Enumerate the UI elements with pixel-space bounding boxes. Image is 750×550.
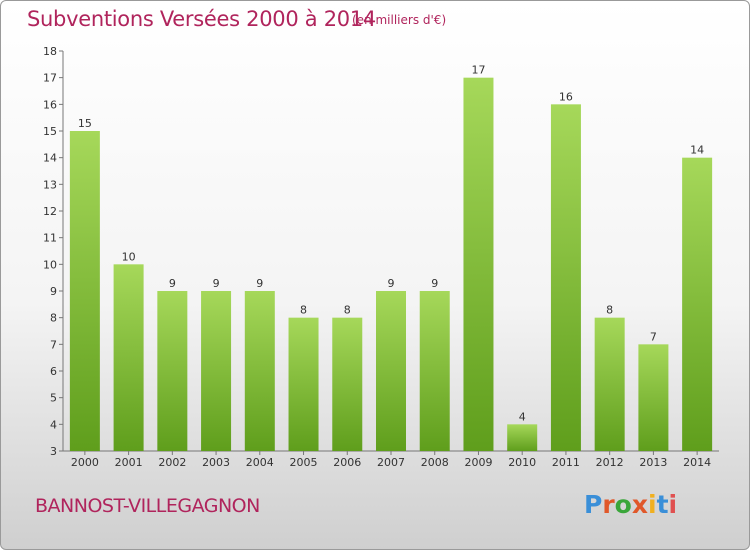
bar-value-label: 7 (650, 330, 657, 343)
bar-value-label: 8 (606, 304, 613, 317)
bar (201, 291, 232, 451)
logo-letter: t (656, 490, 669, 519)
bar (332, 317, 363, 451)
x-tick-label: 2003 (202, 456, 230, 469)
x-tick-label: 2008 (421, 456, 449, 469)
proxiti-logo: Proxiti (584, 490, 677, 519)
bar-value-label: 15 (78, 117, 92, 130)
logo-letter: i (668, 490, 678, 519)
logo-letter: r (602, 490, 615, 519)
x-tick-label: 2012 (596, 456, 624, 469)
bar-value-label: 9 (213, 277, 220, 290)
y-tick-label: 7 (50, 338, 57, 351)
y-tick-label: 16 (43, 98, 57, 111)
bar-value-label: 10 (122, 250, 136, 263)
y-tick-label: 12 (43, 205, 57, 218)
chart-axes: 3 4 5 6 7 8 9 10 11 12 13 14 15 16 17 18 2000 2001 2002 200… (43, 45, 719, 469)
x-tick-label: 2002 (158, 456, 186, 469)
bar (594, 317, 625, 451)
bar (157, 291, 188, 451)
x-tick-label: 2013 (639, 456, 667, 469)
bar-value-label: 4 (519, 410, 526, 423)
chart-subtitle: (en milliers d'€) (352, 13, 447, 27)
y-tick-label: 14 (43, 152, 57, 165)
bar (682, 157, 713, 451)
bar-value-label: 16 (559, 90, 573, 103)
x-tick-label: 2014 (683, 456, 711, 469)
bar-value-label: 8 (300, 304, 307, 317)
bar (550, 104, 581, 451)
bar-value-label: 14 (690, 144, 704, 157)
bar (376, 291, 406, 451)
logo-letter: P (584, 490, 603, 519)
y-tick-label: 15 (43, 125, 57, 138)
bar (244, 291, 275, 451)
bar-value-label: 8 (344, 304, 351, 317)
y-tick-label: 8 (50, 312, 57, 325)
bar (113, 264, 144, 451)
bar-value-label: 9 (256, 277, 263, 290)
x-tick-label: 2005 (290, 456, 318, 469)
x-tick-label: 2006 (333, 456, 361, 469)
x-tick-label: 2001 (115, 456, 143, 469)
bar (288, 317, 319, 451)
y-tick-label: 5 (50, 392, 57, 405)
bar-value-label: 9 (388, 277, 395, 290)
city-name: BANNOST-VILLEGAGNON (35, 495, 260, 517)
bar-value-label: 9 (169, 277, 176, 290)
y-tick-label: 4 (50, 418, 57, 431)
logo-letter: x (631, 490, 648, 519)
bar-value-label: 9 (431, 277, 438, 290)
y-tick-label: 11 (43, 232, 57, 245)
y-tick-label: 10 (43, 258, 57, 271)
y-tick-label: 3 (50, 445, 57, 458)
y-tick-label: 17 (43, 72, 57, 85)
x-tick-label: 2009 (464, 456, 492, 469)
bar-value-label: 17 (471, 64, 485, 77)
y-tick-label: 18 (43, 45, 57, 58)
y-tick-label: 9 (50, 285, 57, 298)
y-tick-label: 13 (43, 178, 57, 191)
chart-title: Subventions Versées 2000 à 2014 (27, 7, 376, 31)
x-tick-label: 2004 (246, 456, 274, 469)
bar (638, 344, 669, 451)
chart-bars: 15 10 9 9 9 8 8 9 9 17 4 16 8 7 14 (69, 64, 713, 452)
x-tick-label: 2007 (377, 456, 405, 469)
x-tick-label: 2000 (71, 456, 99, 469)
logo-letter: i (648, 490, 657, 519)
bar (507, 424, 538, 451)
x-tick-label: 2010 (508, 456, 536, 469)
x-tick-label: 2011 (552, 456, 580, 469)
y-tick-label: 6 (50, 365, 57, 378)
bar (69, 131, 100, 451)
bar (419, 291, 450, 451)
logo-letter: o (614, 490, 632, 519)
bar (463, 77, 494, 452)
